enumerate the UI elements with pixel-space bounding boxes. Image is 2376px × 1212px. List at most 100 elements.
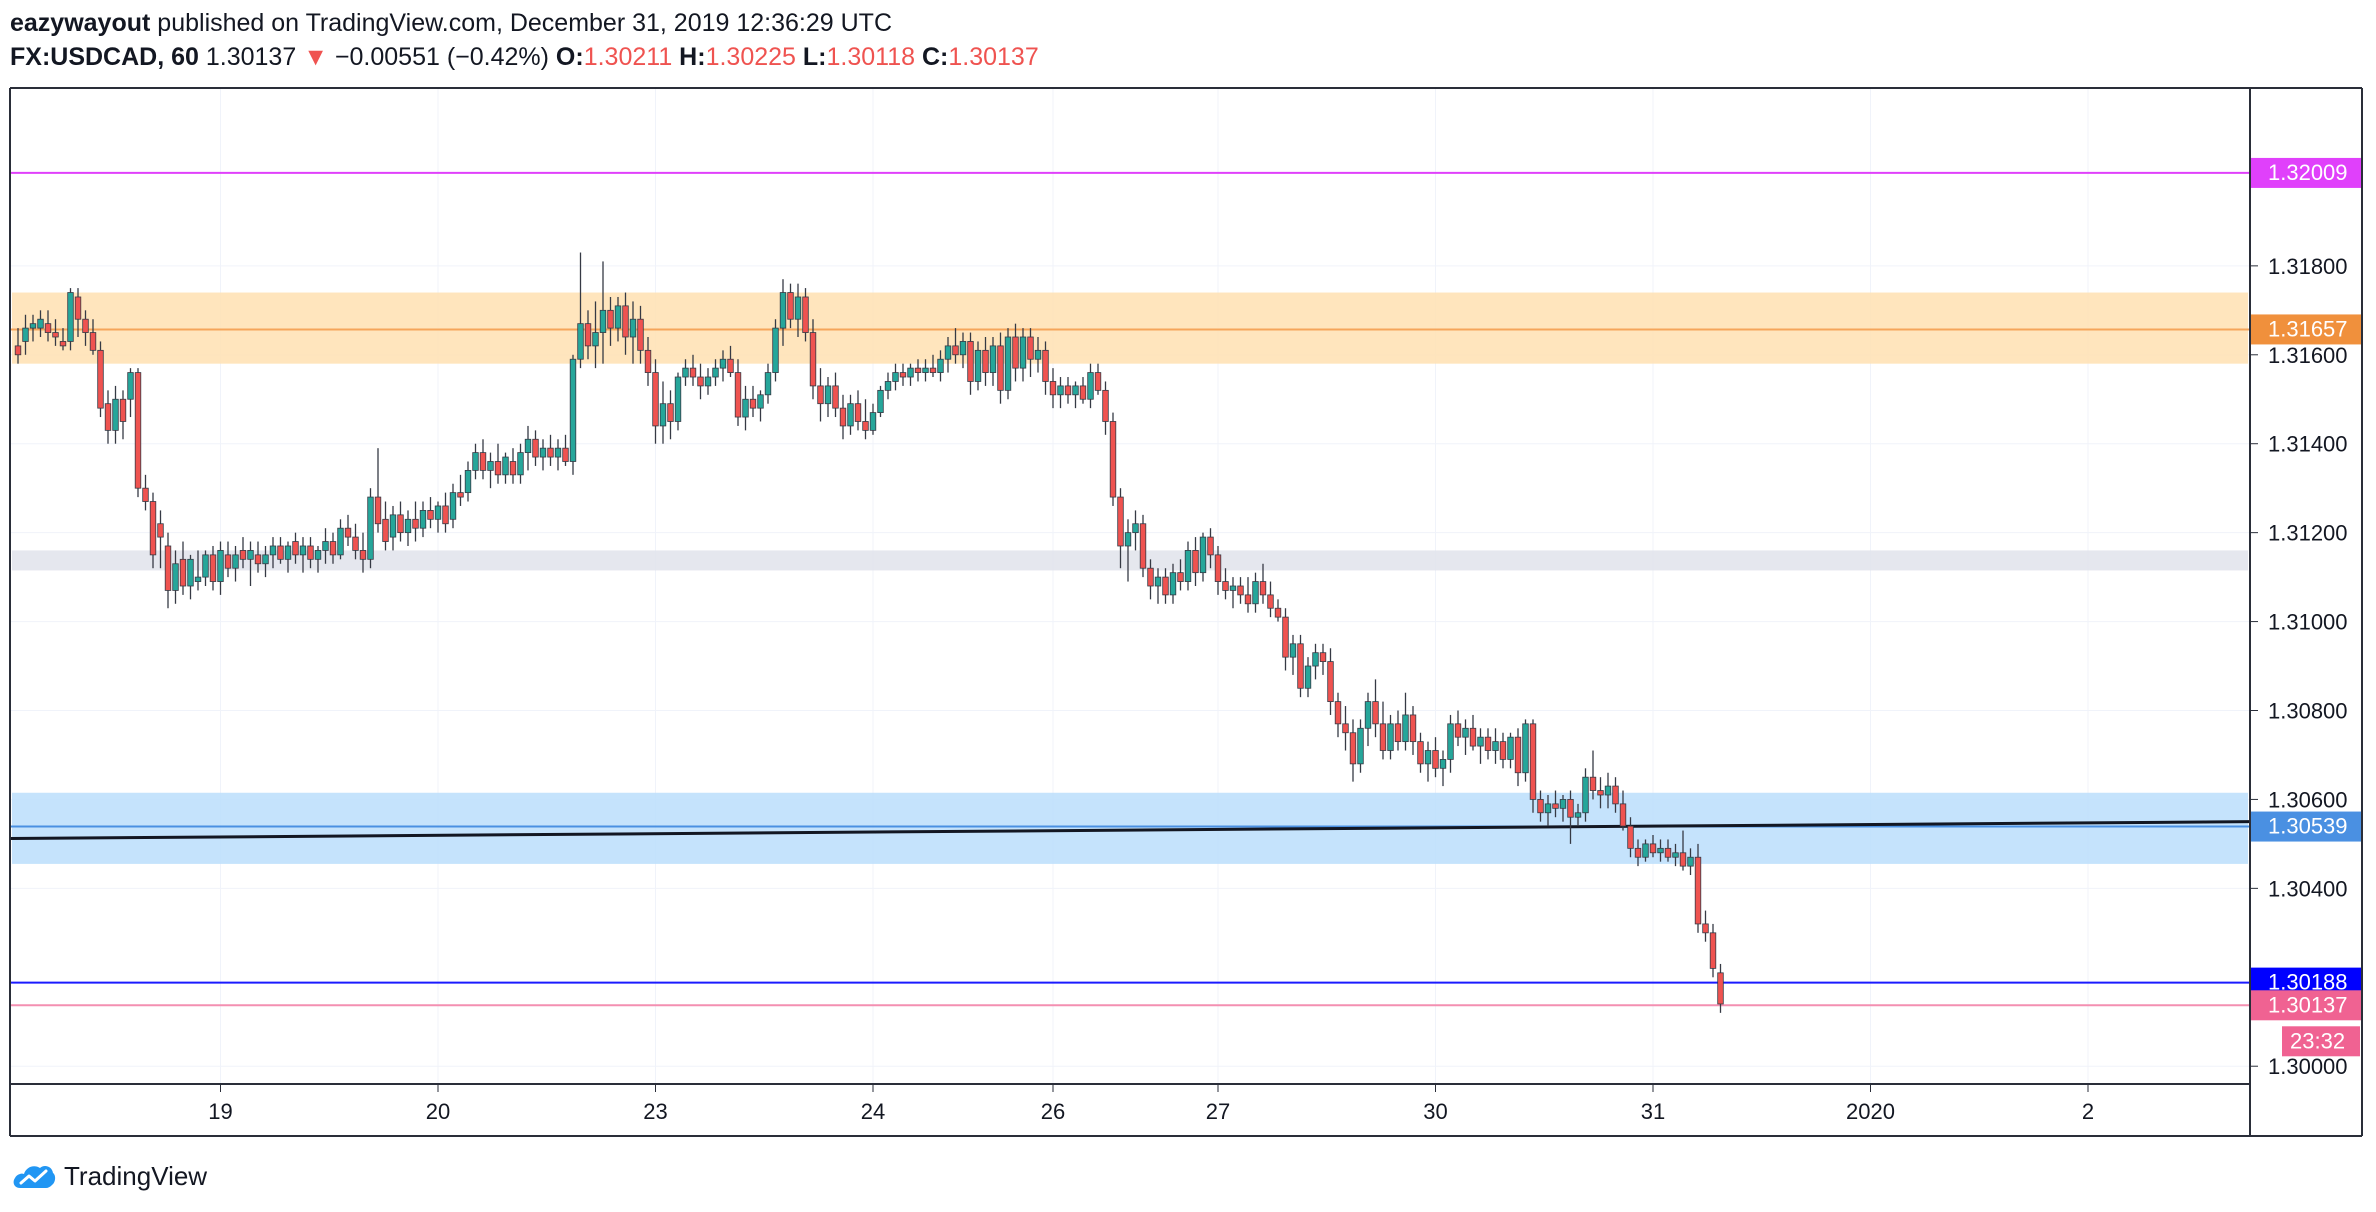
candle-body[interactable] bbox=[269, 545, 277, 556]
candle-body[interactable] bbox=[1679, 852, 1687, 867]
brand-name[interactable]: TradingView bbox=[64, 1160, 208, 1191]
candle-body[interactable] bbox=[952, 345, 959, 356]
candle-body[interactable] bbox=[1589, 776, 1597, 791]
support-zone[interactable] bbox=[12, 792, 2248, 864]
candle-body[interactable] bbox=[337, 527, 344, 556]
candle-body[interactable] bbox=[1357, 727, 1364, 765]
candle-body[interactable] bbox=[172, 563, 179, 591]
candle-body[interactable] bbox=[1124, 532, 1132, 547]
candle-body[interactable] bbox=[1634, 847, 1642, 858]
candle-body[interactable] bbox=[967, 341, 974, 382]
candle-body[interactable] bbox=[1102, 389, 1109, 422]
candle-body[interactable] bbox=[1559, 799, 1567, 809]
candle-body[interactable] bbox=[314, 550, 322, 560]
candle-body[interactable] bbox=[1424, 750, 1432, 765]
candle-body[interactable] bbox=[1462, 727, 1469, 738]
candle-body[interactable] bbox=[727, 358, 734, 373]
candle-body[interactable] bbox=[97, 349, 104, 409]
candle-body[interactable] bbox=[1139, 523, 1147, 569]
candle-body[interactable] bbox=[1394, 723, 1402, 743]
candle-body[interactable] bbox=[209, 554, 217, 582]
candle-body[interactable] bbox=[689, 367, 697, 378]
candle-body[interactable] bbox=[1499, 741, 1507, 760]
candle-body[interactable] bbox=[704, 376, 712, 387]
candle-body[interactable] bbox=[179, 558, 187, 587]
candle-body[interactable] bbox=[832, 385, 839, 409]
candle-body[interactable] bbox=[1597, 790, 1604, 796]
candle-body[interactable] bbox=[607, 309, 614, 329]
candle-body[interactable] bbox=[554, 447, 562, 458]
candle-body[interactable] bbox=[629, 318, 637, 338]
candle-body[interactable] bbox=[1642, 843, 1649, 858]
candle-body[interactable] bbox=[1319, 652, 1327, 662]
candle-body[interactable] bbox=[157, 523, 164, 538]
candle-body[interactable] bbox=[149, 501, 157, 556]
candle-body[interactable] bbox=[584, 323, 592, 347]
candle-body[interactable] bbox=[1327, 661, 1334, 703]
candle-body[interactable] bbox=[464, 469, 472, 494]
candle-body[interactable] bbox=[1454, 723, 1462, 738]
candle-body[interactable] bbox=[1694, 856, 1702, 925]
candle-body[interactable] bbox=[74, 296, 82, 320]
candle-body[interactable] bbox=[367, 496, 374, 560]
candle-body[interactable] bbox=[127, 372, 134, 400]
price-chart[interactable]: 1.30000 1.30400 1.30600 1.30800 1.31000 1.312… bbox=[0, 0, 2376, 1150]
candle-body[interactable] bbox=[569, 358, 577, 462]
candle-body[interactable] bbox=[592, 332, 599, 347]
candle-body[interactable] bbox=[254, 554, 262, 565]
candle-body[interactable] bbox=[644, 349, 652, 373]
candle-body[interactable] bbox=[772, 327, 779, 373]
candle-body[interactable] bbox=[959, 341, 967, 356]
candle-body[interactable] bbox=[59, 341, 67, 347]
candle-body[interactable] bbox=[719, 358, 727, 369]
candle-body[interactable] bbox=[1702, 923, 1709, 934]
candle-body[interactable] bbox=[1717, 972, 1724, 1005]
candle-body[interactable] bbox=[1109, 421, 1117, 498]
candle-body[interactable] bbox=[397, 514, 404, 534]
candle-body[interactable] bbox=[1214, 554, 1222, 582]
candle-body[interactable] bbox=[674, 376, 682, 422]
candle-body[interactable] bbox=[82, 318, 89, 333]
tradingview-cloud-icon[interactable] bbox=[12, 1162, 56, 1190]
candle-body[interactable] bbox=[907, 367, 914, 378]
candle-body[interactable] bbox=[1207, 536, 1214, 556]
candle-body[interactable] bbox=[824, 385, 832, 405]
candle-body[interactable] bbox=[1297, 643, 1304, 689]
candle-body[interactable] bbox=[682, 367, 689, 378]
candle-body[interactable] bbox=[374, 496, 382, 525]
candle-body[interactable] bbox=[974, 349, 982, 382]
candle-body[interactable] bbox=[187, 558, 194, 587]
candle-body[interactable] bbox=[352, 536, 359, 551]
candle-body[interactable] bbox=[997, 345, 1004, 391]
candle-body[interactable] bbox=[22, 327, 29, 342]
candle-body[interactable] bbox=[1192, 550, 1199, 574]
candle-body[interactable] bbox=[329, 541, 337, 556]
candle-body[interactable] bbox=[914, 367, 922, 373]
price-axis-label-box[interactable] bbox=[2251, 157, 2361, 188]
candle-body[interactable] bbox=[1619, 803, 1627, 827]
candle-body[interactable] bbox=[1042, 349, 1049, 382]
candle-body[interactable] bbox=[1574, 812, 1582, 818]
candle-body[interactable] bbox=[1432, 750, 1439, 769]
candle-body[interactable] bbox=[104, 403, 112, 431]
candle-body[interactable] bbox=[899, 372, 907, 378]
candle-body[interactable] bbox=[1372, 701, 1379, 725]
candle-body[interactable] bbox=[1349, 732, 1357, 765]
candle-body[interactable] bbox=[937, 358, 944, 373]
candle-body[interactable] bbox=[809, 332, 817, 387]
candle-body[interactable] bbox=[1612, 785, 1619, 805]
candle-body[interactable] bbox=[884, 381, 892, 391]
candle-body[interactable] bbox=[1582, 776, 1589, 814]
price-axis-label-box[interactable] bbox=[2251, 811, 2361, 842]
candle-body[interactable] bbox=[1387, 723, 1394, 751]
candle-body[interactable] bbox=[142, 487, 149, 502]
candle-body[interactable] bbox=[539, 447, 547, 458]
candle-body[interactable] bbox=[982, 349, 989, 373]
candle-body[interactable] bbox=[262, 554, 269, 565]
candle-body[interactable] bbox=[1544, 803, 1552, 814]
candle-body[interactable] bbox=[1057, 385, 1064, 396]
candle-body[interactable] bbox=[479, 452, 487, 471]
candle-body[interactable] bbox=[1627, 825, 1634, 849]
candle-body[interactable] bbox=[1507, 736, 1514, 760]
candle-body[interactable] bbox=[1439, 759, 1447, 769]
